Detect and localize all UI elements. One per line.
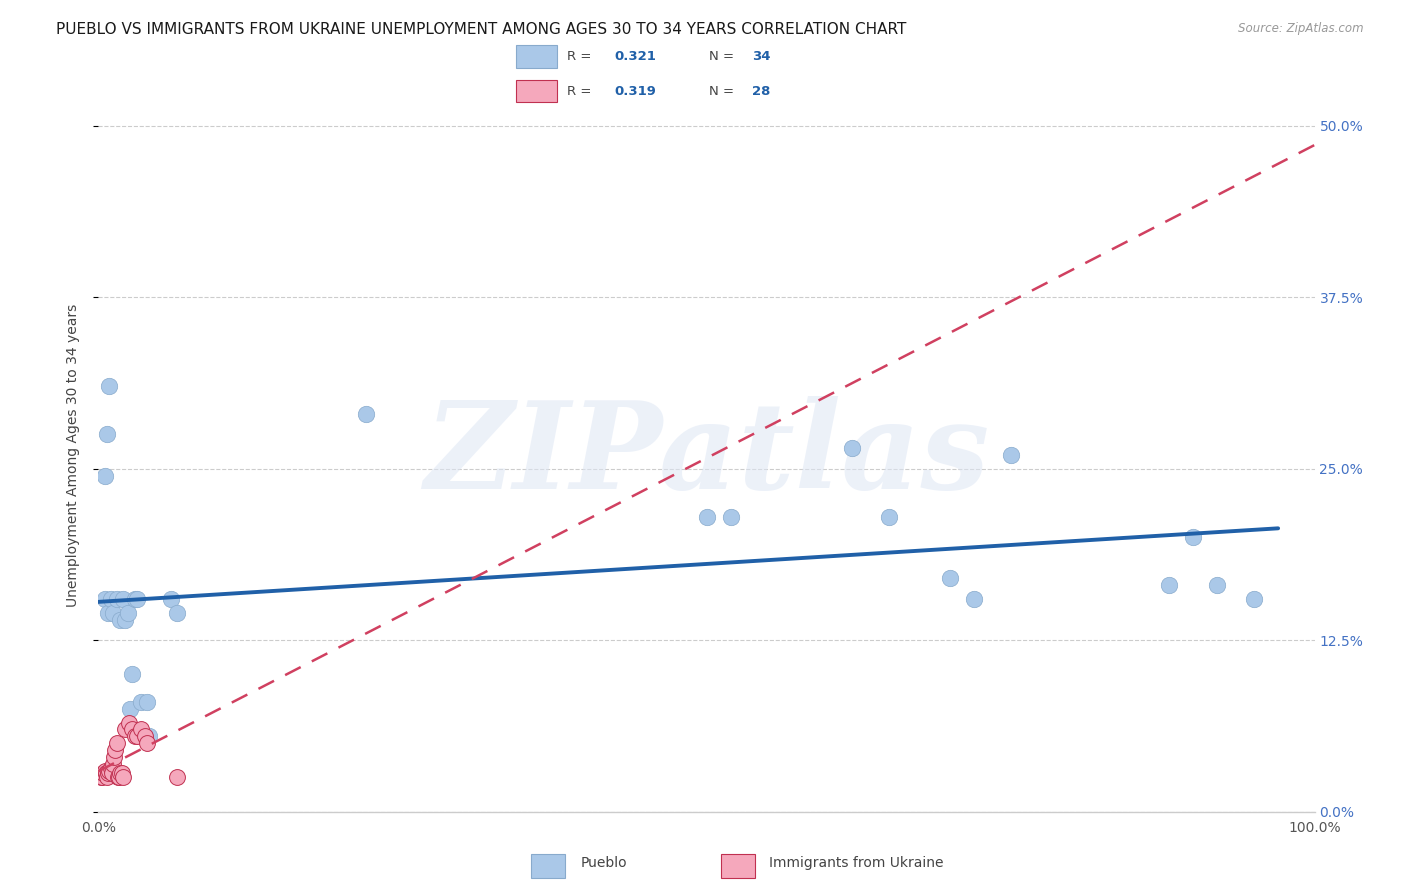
Point	[110, 766, 132, 780]
Point	[1000, 448, 1022, 462]
Text: Pueblo: Pueblo	[581, 856, 627, 871]
Point	[121, 723, 143, 737]
Point	[166, 606, 188, 620]
Point	[118, 702, 141, 716]
Bar	[516, 79, 557, 103]
Text: 34: 34	[752, 50, 770, 62]
Point	[97, 606, 120, 620]
Point	[138, 729, 160, 743]
Text: 28: 28	[752, 85, 770, 97]
Point	[939, 571, 962, 585]
Text: Source: ZipAtlas.com: Source: ZipAtlas.com	[1239, 22, 1364, 36]
Point	[1182, 530, 1205, 544]
Text: ZIPatlas: ZIPatlas	[423, 396, 990, 514]
Point	[127, 592, 149, 607]
Point	[166, 771, 188, 785]
Point	[114, 723, 136, 737]
Text: 0.321: 0.321	[614, 50, 657, 62]
Point	[111, 592, 134, 607]
Text: Immigrants from Ukraine: Immigrants from Ukraine	[769, 856, 943, 871]
Point	[696, 509, 718, 524]
Point	[108, 771, 131, 785]
Point	[1206, 578, 1229, 592]
Point	[124, 729, 146, 743]
Text: 0.319: 0.319	[614, 85, 657, 97]
Point	[96, 771, 118, 785]
Point	[97, 766, 120, 780]
Point	[1243, 592, 1265, 607]
Text: R =: R =	[567, 50, 596, 62]
Point	[1157, 578, 1180, 592]
Text: PUEBLO VS IMMIGRANTS FROM UKRAINE UNEMPLOYMENT AMONG AGES 30 TO 34 YEARS CORRELA: PUEBLO VS IMMIGRANTS FROM UKRAINE UNEMPL…	[56, 22, 907, 37]
Point	[117, 606, 139, 620]
Point	[110, 766, 132, 780]
Point	[124, 592, 146, 607]
Bar	[531, 855, 565, 878]
Point	[90, 771, 112, 785]
Point	[720, 509, 742, 524]
Point	[105, 736, 128, 750]
Point	[93, 592, 115, 607]
Bar	[721, 855, 755, 878]
Point	[107, 771, 129, 785]
Point	[105, 592, 128, 607]
Point	[100, 592, 122, 607]
Point	[114, 613, 136, 627]
Point	[91, 771, 114, 785]
Point	[136, 736, 159, 750]
Point	[160, 592, 183, 607]
Point	[841, 441, 863, 455]
Text: N =: N =	[709, 85, 738, 97]
Point	[91, 766, 114, 780]
Y-axis label: Unemployment Among Ages 30 to 34 years: Unemployment Among Ages 30 to 34 years	[66, 303, 80, 607]
Point	[121, 667, 143, 681]
Point	[101, 766, 124, 780]
Text: R =: R =	[567, 85, 596, 97]
Point	[963, 592, 986, 607]
Point	[98, 764, 121, 778]
Point	[118, 715, 141, 730]
Point	[136, 695, 159, 709]
Point	[93, 468, 115, 483]
Point	[100, 761, 122, 775]
Point	[93, 764, 115, 778]
Point	[96, 427, 118, 442]
Point	[101, 756, 124, 771]
Point	[103, 749, 125, 764]
Point	[110, 613, 132, 627]
Point	[111, 771, 134, 785]
Point	[98, 379, 121, 393]
Point	[134, 729, 156, 743]
Point	[877, 509, 900, 524]
Point	[127, 729, 149, 743]
Point	[354, 407, 377, 421]
Point	[129, 695, 152, 709]
Text: N =: N =	[709, 50, 738, 62]
Point	[134, 729, 156, 743]
Bar	[516, 45, 557, 68]
Point	[94, 766, 117, 780]
Point	[104, 743, 127, 757]
Point	[101, 606, 124, 620]
Point	[129, 723, 152, 737]
